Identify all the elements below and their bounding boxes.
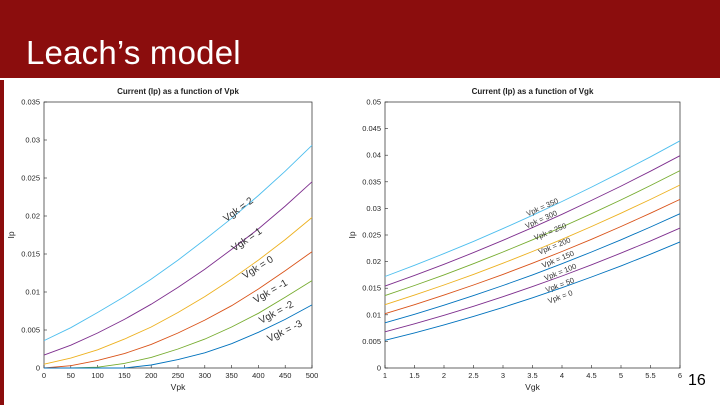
y-tick-label: 0.025: [362, 231, 381, 240]
series-label: Vgk = 0: [241, 254, 276, 282]
y-tick-label: 0.05: [366, 98, 381, 107]
y-tick-label: 0.02: [366, 257, 381, 266]
y-tick-label: 0.005: [21, 326, 40, 335]
y-tick-label: 0.03: [366, 204, 381, 213]
y-tick-label: 0: [377, 364, 381, 373]
series-line: [384, 198, 681, 315]
x-tick-label: 450: [279, 371, 292, 380]
y-tick-label: 0.035: [362, 177, 381, 186]
series-label: Vgk = 2: [222, 195, 256, 224]
x-tick-label: 150: [118, 371, 131, 380]
y-tick-label: 0.01: [25, 288, 40, 297]
x-tick-label: 400: [252, 371, 265, 380]
y-axis-label: Ip: [6, 231, 16, 238]
page-number: 16: [688, 372, 706, 389]
left-accent-bar: [0, 80, 4, 405]
y-tick-label: 0.045: [362, 124, 381, 133]
x-tick-label: 0: [42, 371, 46, 380]
y-tick-label: 0.02: [25, 212, 40, 221]
x-tick-label: 3.5: [527, 371, 537, 380]
x-tick-label: 6: [678, 371, 682, 380]
y-tick-label: 0.015: [362, 284, 381, 293]
x-tick-label: 5.5: [645, 371, 655, 380]
x-tick-label: 4: [560, 371, 564, 380]
series-line: [384, 184, 681, 306]
series-line: [384, 155, 681, 287]
series-line: [384, 213, 681, 324]
x-tick-label: 1: [383, 371, 387, 380]
x-tick-label: 350: [225, 371, 238, 380]
y-tick-label: 0.035: [21, 98, 40, 107]
series-line: [44, 304, 313, 369]
series-line: [384, 227, 681, 333]
y-tick-label: 0: [36, 364, 40, 373]
y-tick-label: 0.005: [362, 337, 381, 346]
series-line: [384, 170, 681, 297]
y-tick-label: 0.015: [21, 250, 40, 259]
x-tick-label: 500: [306, 371, 319, 380]
x-axis-label: Vpk: [171, 382, 186, 392]
y-tick-label: 0.025: [21, 174, 40, 183]
series-line: [43, 144, 313, 342]
y-tick-label: 0.04: [366, 151, 381, 160]
slide-title: Leach’s model: [26, 34, 241, 71]
chart-ip-vs-vpk: Current (Ip) as a function of Vpk 0 50 100 1…: [6, 87, 319, 392]
series-line: [43, 181, 313, 356]
series-line: [384, 140, 681, 277]
series-line: [43, 251, 313, 369]
chart-title: Current (Ip) as a function of Vpk: [117, 87, 239, 96]
y-tick-label: 0.03: [25, 136, 40, 145]
chart-title: Current (Ip) as a function of Vgk: [472, 87, 594, 96]
x-tick-label: 5: [619, 371, 623, 380]
plot-area-frame: [43, 101, 313, 369]
x-tick-label: 50: [67, 371, 75, 380]
x-tick-label: 2.5: [468, 371, 478, 380]
x-tick-label: 300: [199, 371, 212, 380]
slide-header: [0, 0, 720, 78]
x-tick-label: 200: [145, 371, 158, 380]
x-tick-label: 250: [172, 371, 185, 380]
x-tick-label: 3: [501, 371, 505, 380]
x-tick-label: 4.5: [586, 371, 596, 380]
x-axis-label: Vgk: [525, 382, 540, 392]
y-axis-label: Ip: [347, 231, 357, 238]
x-tick-label: 100: [91, 371, 104, 380]
series-line: [384, 241, 681, 341]
series-label: Vgk = -3: [266, 318, 305, 345]
series-line: [44, 280, 313, 369]
header-divider: [0, 78, 720, 80]
x-tick-label: 2: [442, 371, 446, 380]
series-line: [43, 217, 313, 365]
y-tick-label: 0.01: [366, 310, 381, 319]
chart-ip-vs-vgk: Current (Ip) as a function of Vgk 1 1.5 2 2.…: [347, 87, 682, 392]
series-label: Vgk = 1: [230, 226, 265, 254]
x-tick-label: 1.5: [409, 371, 419, 380]
